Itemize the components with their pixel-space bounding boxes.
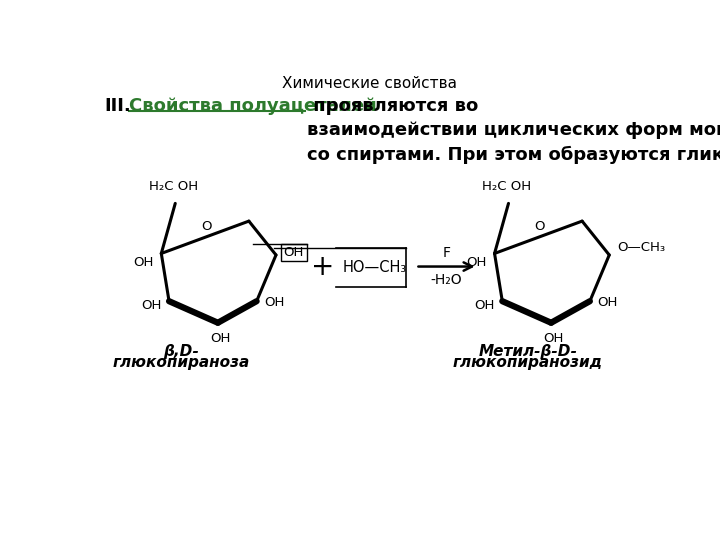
Text: глюкопиранозид: глюкопиранозид bbox=[453, 355, 603, 370]
Text: III.: III. bbox=[104, 97, 131, 115]
Text: OH: OH bbox=[544, 332, 564, 345]
Text: OH: OH bbox=[210, 332, 230, 345]
Bar bbox=[282, 244, 307, 261]
Text: OH: OH bbox=[474, 299, 495, 312]
Text: OH: OH bbox=[467, 256, 487, 269]
Text: Химические свойства: Химические свойства bbox=[282, 76, 456, 91]
Text: OH: OH bbox=[141, 299, 161, 312]
Text: Метил-β-D-: Метил-β-D- bbox=[478, 343, 577, 359]
Text: H₂C OH: H₂C OH bbox=[482, 180, 531, 193]
Text: OH: OH bbox=[264, 296, 284, 309]
Text: H₂C OH: H₂C OH bbox=[149, 180, 198, 193]
Text: HO—CH₃: HO—CH₃ bbox=[343, 260, 407, 275]
Text: O: O bbox=[202, 220, 212, 233]
Text: O: O bbox=[535, 220, 545, 233]
Text: Свойства полуацеталей: Свойства полуацеталей bbox=[129, 97, 377, 115]
Text: -H₂O: -H₂O bbox=[431, 273, 462, 287]
Text: F: F bbox=[443, 246, 451, 260]
Text: OH: OH bbox=[598, 296, 618, 309]
Text: проявляются во
взаимодействии циклических форм моносахаридов
со спиртами. При эт: проявляются во взаимодействии циклически… bbox=[307, 97, 720, 164]
Text: глюкопираноза: глюкопираноза bbox=[113, 355, 250, 370]
Text: O—CH₃: O—CH₃ bbox=[617, 241, 665, 254]
Text: OH: OH bbox=[283, 246, 303, 259]
Text: +: + bbox=[311, 253, 334, 281]
Text: β,D-: β,D- bbox=[163, 343, 199, 359]
Text: OH: OH bbox=[133, 256, 153, 269]
